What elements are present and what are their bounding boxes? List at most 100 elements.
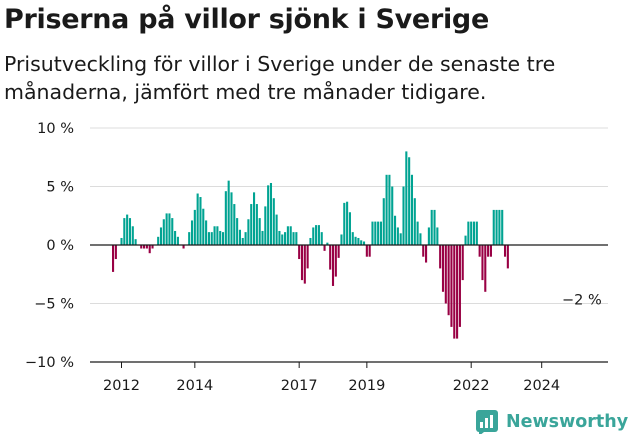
bar bbox=[300, 245, 304, 281]
bar bbox=[351, 232, 354, 245]
bar bbox=[306, 245, 309, 269]
bar bbox=[481, 245, 484, 281]
bar bbox=[326, 242, 329, 245]
bar bbox=[427, 227, 430, 245]
bar bbox=[261, 230, 264, 245]
bar bbox=[157, 236, 160, 245]
bar bbox=[162, 219, 165, 245]
bar bbox=[284, 232, 287, 245]
bar bbox=[258, 218, 261, 245]
bar bbox=[134, 239, 137, 245]
bar bbox=[312, 227, 315, 245]
bar bbox=[371, 221, 374, 245]
bar bbox=[422, 245, 425, 257]
bar bbox=[298, 245, 301, 260]
bar bbox=[176, 236, 179, 245]
bar bbox=[419, 233, 422, 245]
chart-subtitle: Prisutveckling för villor i Sverige unde… bbox=[4, 52, 556, 104]
bar bbox=[131, 226, 134, 245]
bar bbox=[399, 233, 402, 245]
bar bbox=[128, 218, 132, 245]
y-tick-label: 5 % bbox=[46, 180, 74, 196]
bar bbox=[190, 220, 194, 245]
last-value-annotation: −2 % bbox=[562, 292, 602, 308]
bar bbox=[337, 245, 340, 258]
x-tick-label: 2022 bbox=[453, 378, 490, 394]
bar bbox=[278, 230, 281, 245]
bar bbox=[391, 186, 394, 245]
bar bbox=[487, 245, 490, 257]
bar bbox=[281, 234, 284, 245]
bar bbox=[289, 226, 292, 245]
bar bbox=[498, 209, 501, 245]
bar bbox=[436, 227, 439, 245]
bar bbox=[501, 209, 504, 245]
bar bbox=[315, 225, 318, 245]
bar bbox=[320, 232, 323, 245]
bar bbox=[174, 230, 177, 245]
bar bbox=[425, 245, 428, 263]
bar bbox=[210, 232, 213, 245]
bar bbox=[126, 214, 129, 245]
x-tick-label: 2014 bbox=[176, 378, 213, 394]
bar bbox=[216, 226, 219, 245]
y-tick-label: 10 % bbox=[37, 121, 74, 137]
bar bbox=[478, 245, 481, 257]
bar bbox=[143, 245, 146, 249]
bar bbox=[447, 245, 450, 316]
bar bbox=[182, 245, 185, 249]
bar bbox=[495, 209, 498, 245]
x-tick-label: 2012 bbox=[103, 378, 140, 394]
bar bbox=[123, 218, 126, 245]
bar bbox=[213, 226, 216, 245]
bar bbox=[354, 236, 357, 245]
bar bbox=[489, 245, 492, 257]
bar bbox=[458, 245, 461, 327]
bar bbox=[205, 220, 208, 245]
bar bbox=[385, 174, 388, 245]
bar bbox=[374, 221, 377, 245]
bar bbox=[221, 232, 225, 245]
bar bbox=[159, 227, 163, 245]
bar bbox=[416, 221, 419, 245]
bar bbox=[492, 209, 495, 245]
bar bbox=[112, 245, 115, 272]
bar bbox=[230, 192, 233, 245]
chart-title: Priserna på villor sjönk i Sverige bbox=[4, 4, 489, 35]
bar bbox=[394, 215, 397, 245]
bar bbox=[402, 186, 405, 245]
bar bbox=[331, 245, 335, 286]
bar bbox=[193, 209, 196, 245]
y-tick-label: 0 % bbox=[46, 238, 74, 254]
bar bbox=[171, 218, 174, 245]
bar bbox=[168, 213, 171, 245]
bar bbox=[346, 201, 349, 245]
bar bbox=[309, 237, 312, 245]
bar bbox=[219, 230, 222, 245]
bar bbox=[329, 245, 332, 270]
bar bbox=[430, 209, 433, 245]
bar bbox=[140, 245, 143, 249]
y-tick-label: −5 % bbox=[34, 297, 74, 313]
bar bbox=[343, 202, 346, 245]
bar bbox=[348, 212, 351, 245]
bar bbox=[334, 245, 337, 277]
bar bbox=[303, 245, 306, 284]
bar bbox=[292, 232, 295, 245]
bar bbox=[250, 204, 253, 245]
bar bbox=[275, 214, 278, 245]
bar bbox=[362, 241, 366, 245]
bar bbox=[247, 219, 250, 245]
bar bbox=[377, 221, 380, 245]
bar bbox=[368, 245, 371, 257]
bar bbox=[120, 237, 123, 245]
bar bbox=[456, 245, 459, 339]
bar bbox=[317, 225, 320, 245]
bar bbox=[408, 157, 411, 245]
bar bbox=[503, 245, 507, 257]
bar bbox=[475, 221, 478, 245]
bar bbox=[244, 232, 247, 245]
bar bbox=[382, 198, 385, 245]
bar bbox=[365, 245, 368, 257]
bar bbox=[340, 234, 343, 245]
